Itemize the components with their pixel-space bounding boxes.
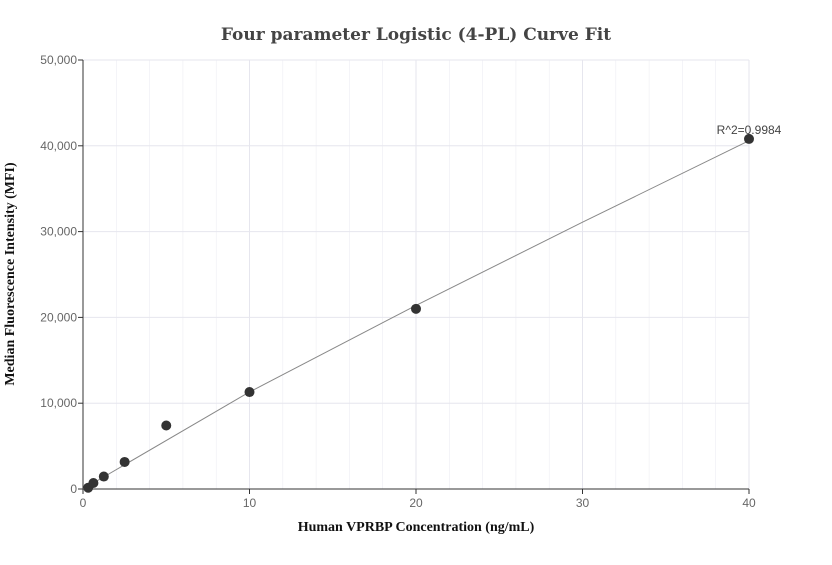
x-axis-title: Human VPRBP Concentration (ng/mL)	[298, 520, 535, 535]
data-point	[161, 420, 172, 431]
y-tick-label: 50,000	[40, 53, 77, 67]
x-ticks: 0 10 20 30 40	[80, 489, 756, 510]
data-point	[744, 133, 754, 144]
grid	[83, 59, 750, 489]
y-tick-label: 40,000	[40, 139, 77, 153]
y-tick-label: 20,000	[40, 310, 77, 324]
x-tick-label: 30	[576, 496, 590, 510]
x-tick-label: 0	[80, 496, 87, 510]
chart-title: Four parameter Logistic (4-PL) Curve Fit	[221, 25, 611, 45]
y-ticks: 0 10,000 20,000 30,000 40,000 50,000	[40, 53, 83, 496]
y-tick-label: 0	[70, 482, 77, 496]
x-tick-label: 40	[742, 496, 756, 510]
y-axis-title: Median Fluorescence Intensity (MFI)	[3, 162, 18, 386]
data-point	[244, 387, 255, 398]
r-squared-annotation: R^2=0.9984	[717, 123, 782, 137]
y-tick-label: 30,000	[40, 225, 77, 239]
data-point	[88, 477, 99, 488]
y-tick-label: 10,000	[40, 396, 77, 410]
data-point	[98, 471, 109, 482]
data-point	[411, 303, 421, 314]
x-tick-label: 10	[243, 496, 257, 510]
data-points	[83, 133, 754, 493]
data-point	[119, 456, 130, 467]
x-tick-label: 20	[409, 496, 423, 510]
